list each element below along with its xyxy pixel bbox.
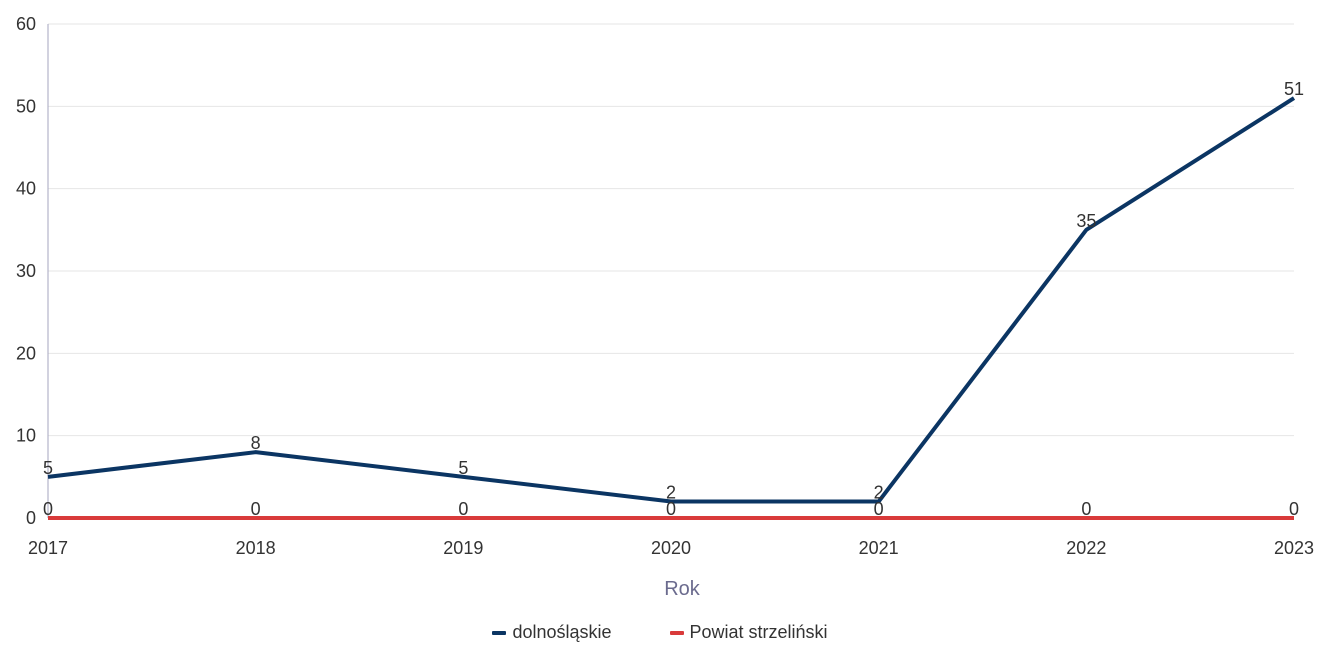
data-label: 0 <box>1081 499 1091 519</box>
data-label: 2 <box>666 483 676 503</box>
legend-swatch <box>492 630 507 635</box>
legend-item-dolnoslaskie[interactable]: dolnośląskie <box>492 622 612 643</box>
series-line-dolnoslaskie <box>47 96 1296 504</box>
x-tick-label: 2023 <box>1274 538 1314 558</box>
y-tick-label: 0 <box>26 508 36 528</box>
data-label: 2 <box>874 483 884 503</box>
x-axis-title: Rok <box>664 578 701 600</box>
series-lines <box>47 96 1296 520</box>
x-tick-label: 2021 <box>859 538 899 558</box>
data-label: 35 <box>1076 211 1096 231</box>
data-label: 0 <box>251 499 261 519</box>
x-tick-label: 2019 <box>443 538 483 558</box>
legend-item-powiat-strzelinski[interactable]: Powiat strzeliński <box>669 622 828 643</box>
legend-label: dolnośląskie <box>512 622 612 642</box>
y-tick-label: 10 <box>16 426 36 446</box>
data-label: 0 <box>458 499 468 519</box>
data-label: 0 <box>874 499 884 519</box>
data-label: 5 <box>43 458 53 478</box>
data-label: 51 <box>1284 79 1304 99</box>
legend: dolnośląskie Powiat strzeliński <box>0 622 1320 643</box>
data-label: 5 <box>458 458 468 478</box>
gridlines <box>48 23 1294 437</box>
y-tick-label: 40 <box>16 179 36 199</box>
y-tick-label: 30 <box>16 261 36 281</box>
x-tick-label: 2022 <box>1066 538 1106 558</box>
data-label: 0 <box>666 499 676 519</box>
legend-label: Powiat strzeliński <box>689 622 828 642</box>
y-tick-label: 60 <box>16 14 36 34</box>
x-tick-label: 2018 <box>236 538 276 558</box>
data-label: 8 <box>251 433 261 453</box>
x-tick-label: 2017 <box>28 538 68 558</box>
x-tick-label: 2020 <box>651 538 691 558</box>
legend-swatch <box>669 630 684 635</box>
data-label: 0 <box>1289 499 1299 519</box>
y-tick-label: 50 <box>16 96 36 116</box>
data-labels: 5 8 5 2 2 35 51 0 0 0 0 0 0 0 <box>43 79 1304 519</box>
data-label: 0 <box>43 499 53 519</box>
y-tick-label: 20 <box>16 343 36 363</box>
